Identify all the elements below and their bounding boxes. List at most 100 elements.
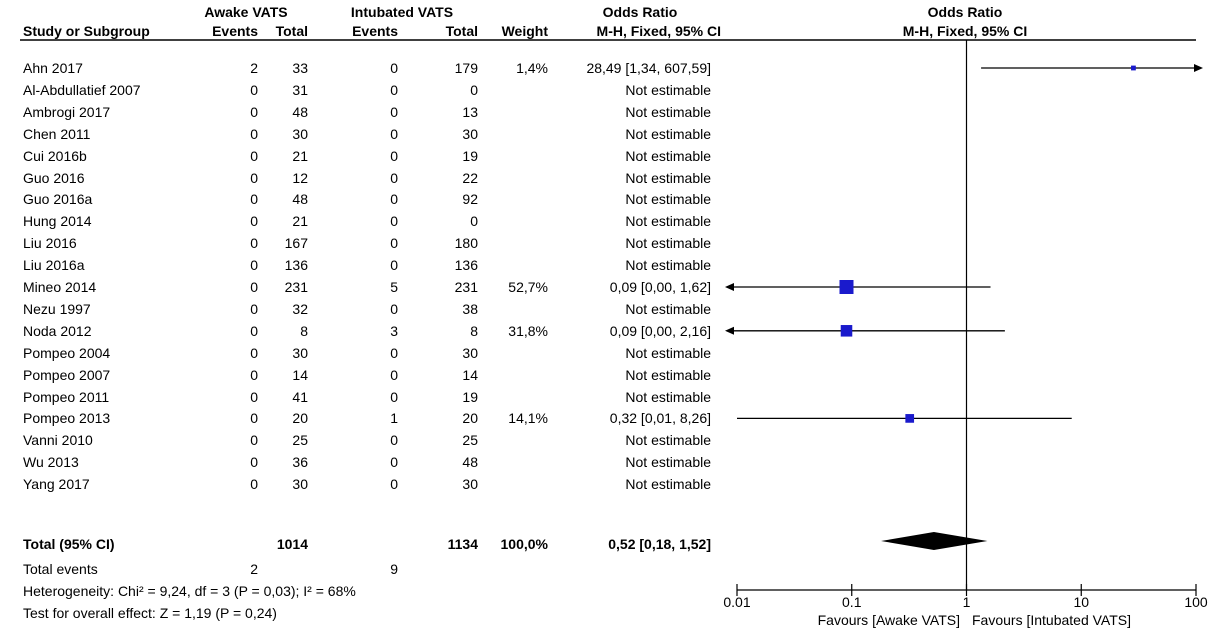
study-row: Wu 2013 0 36 0 48 Not estimable	[0, 452, 730, 473]
events1-value: 0	[250, 344, 258, 361]
events2-value: 0	[390, 454, 398, 471]
events1-value: 0	[250, 81, 258, 98]
total1-value: 33	[292, 60, 308, 76]
study-row: Nezu 1997 0 32 0 38 Not estimable	[0, 299, 730, 320]
study-name: Pompeo 2013	[23, 410, 111, 427]
total1-value: 41	[292, 388, 308, 405]
or-title-right: Odds Ratio	[927, 4, 1003, 20]
events2-value: 0	[390, 125, 398, 142]
events1-value: 0	[250, 300, 258, 317]
events1-value: 0	[250, 476, 258, 493]
favours-left-label: Favours [Awake VATS]	[817, 612, 960, 628]
events1-value: 0	[250, 432, 258, 449]
total1-value: 48	[292, 191, 308, 208]
total2-value: 8	[470, 322, 478, 339]
study-row: Liu 2016 0 167 0 180 Not estimable	[0, 233, 730, 254]
total-events2: 9	[390, 561, 398, 577]
or-ci-value: 0,09 [0,00, 2,16]	[609, 322, 711, 339]
or-ci-value: Not estimable	[625, 366, 711, 383]
total2-value: 22	[462, 169, 478, 186]
study-marker	[1131, 65, 1136, 71]
events2-value: 0	[390, 213, 398, 230]
study-row: Ambrogi 2017 0 48 0 13 Not estimable	[0, 102, 730, 123]
study-row: Pompeo 2004 0 30 0 30 Not estimable	[0, 343, 730, 364]
study-column-header: Study or Subgroup	[23, 23, 150, 39]
study-marker	[840, 325, 853, 337]
total-weight: 100,0%	[500, 536, 548, 552]
events1-value: 0	[250, 235, 258, 252]
total-events-label: Total events	[23, 561, 98, 577]
study-row: Hung 2014 0 21 0 0 Not estimable	[0, 211, 730, 232]
total1-value: 25	[292, 432, 308, 449]
study-row: Yang 2017 0 30 0 30 Not estimable	[0, 474, 730, 495]
pooled-diamond	[881, 532, 988, 550]
study-row: Mineo 2014 0 231 5 231 52,7% 0,09 [0,00,…	[0, 277, 730, 298]
weight-value: 1,4%	[516, 60, 548, 76]
weight-value: 31,8%	[508, 322, 548, 339]
events2-header: Events	[352, 23, 398, 39]
study-name: Guo 2016	[23, 169, 85, 186]
or-ci-value: 0,32 [0,01, 8,26]	[609, 410, 711, 427]
or-ci-value: 28,49 [1,34, 607,59]	[586, 60, 711, 76]
events2-value: 0	[390, 388, 398, 405]
total1-value: 12	[292, 169, 308, 186]
events1-value: 0	[250, 103, 258, 120]
total2-value: 0	[470, 81, 478, 98]
total1-value: 31	[292, 81, 308, 98]
weight-value: 52,7%	[508, 279, 548, 295]
or-title-left: Odds Ratio	[602, 4, 678, 20]
total2-sum: 1134	[447, 536, 478, 552]
events1-value: 0	[250, 147, 258, 164]
study-name: Noda 2012	[23, 322, 92, 339]
events1-value: 0	[250, 191, 258, 208]
study-row: Pompeo 2007 0 14 0 14 Not estimable	[0, 365, 730, 386]
events2-value: 0	[390, 300, 398, 317]
study-name: Pompeo 2011	[23, 388, 110, 405]
total2-value: 13	[462, 103, 478, 120]
x-tick-label: 0.01	[723, 594, 751, 610]
events2-value: 3	[390, 322, 398, 339]
total1-value: 231	[284, 279, 308, 295]
study-row: Guo 2016 0 12 0 22 Not estimable	[0, 168, 730, 189]
study-name: Pompeo 2004	[23, 344, 111, 361]
favours-right-label: Favours [Intubated VATS]	[972, 612, 1132, 628]
study-row: Chen 2011 0 30 0 30 Not estimable	[0, 124, 730, 145]
or-ci-value: Not estimable	[625, 147, 711, 164]
heterogeneity-text: Heterogeneity: Chi² = 9,24, df = 3 (P = …	[23, 583, 356, 599]
study-marker	[839, 280, 854, 294]
events1-value: 0	[250, 279, 258, 295]
study-name: Liu 2016	[23, 235, 77, 252]
method-left-header: M-H, Fixed, 95% CI	[596, 23, 721, 39]
events2-value: 0	[390, 81, 398, 98]
or-ci-value: Not estimable	[625, 213, 711, 230]
total2-value: 48	[462, 454, 478, 471]
study-name: Ambrogi 2017	[23, 103, 111, 120]
total2-value: 19	[462, 147, 478, 164]
or-ci-value: Not estimable	[625, 432, 711, 449]
total-events1: 2	[250, 561, 258, 577]
or-ci-value: Not estimable	[625, 388, 711, 405]
study-row: Pompeo 2011 0 41 0 19 Not estimable	[0, 387, 730, 408]
study-name: Nezu 1997	[23, 300, 91, 317]
total1-value: 32	[292, 300, 308, 317]
or-ci-value: Not estimable	[625, 476, 711, 493]
study-name: Pompeo 2007	[23, 366, 111, 383]
study-name: Liu 2016a	[23, 257, 85, 274]
events2-value: 0	[390, 235, 398, 252]
study-name: Guo 2016a	[23, 191, 93, 208]
events2-value: 0	[390, 366, 398, 383]
events1-value: 0	[250, 410, 258, 427]
total2-header: Total	[445, 23, 478, 39]
events2-value: 0	[390, 147, 398, 164]
overall-effect-text: Test for overall effect: Z = 1,19 (P = 0…	[23, 605, 277, 621]
total2-value: 25	[462, 432, 478, 449]
events2-value: 0	[390, 169, 398, 186]
total2-value: 20	[462, 410, 478, 427]
total1-value: 21	[292, 213, 308, 230]
total2-value: 30	[462, 476, 478, 493]
study-row: Ahn 2017 2 33 0 179 1,4% 28,49 [1,34, 60…	[0, 58, 730, 79]
events2-value: 0	[390, 432, 398, 449]
study-row: Liu 2016a 0 136 0 136 Not estimable	[0, 255, 730, 276]
study-name: Hung 2014	[23, 213, 92, 230]
ci-arrow-left	[725, 283, 734, 291]
